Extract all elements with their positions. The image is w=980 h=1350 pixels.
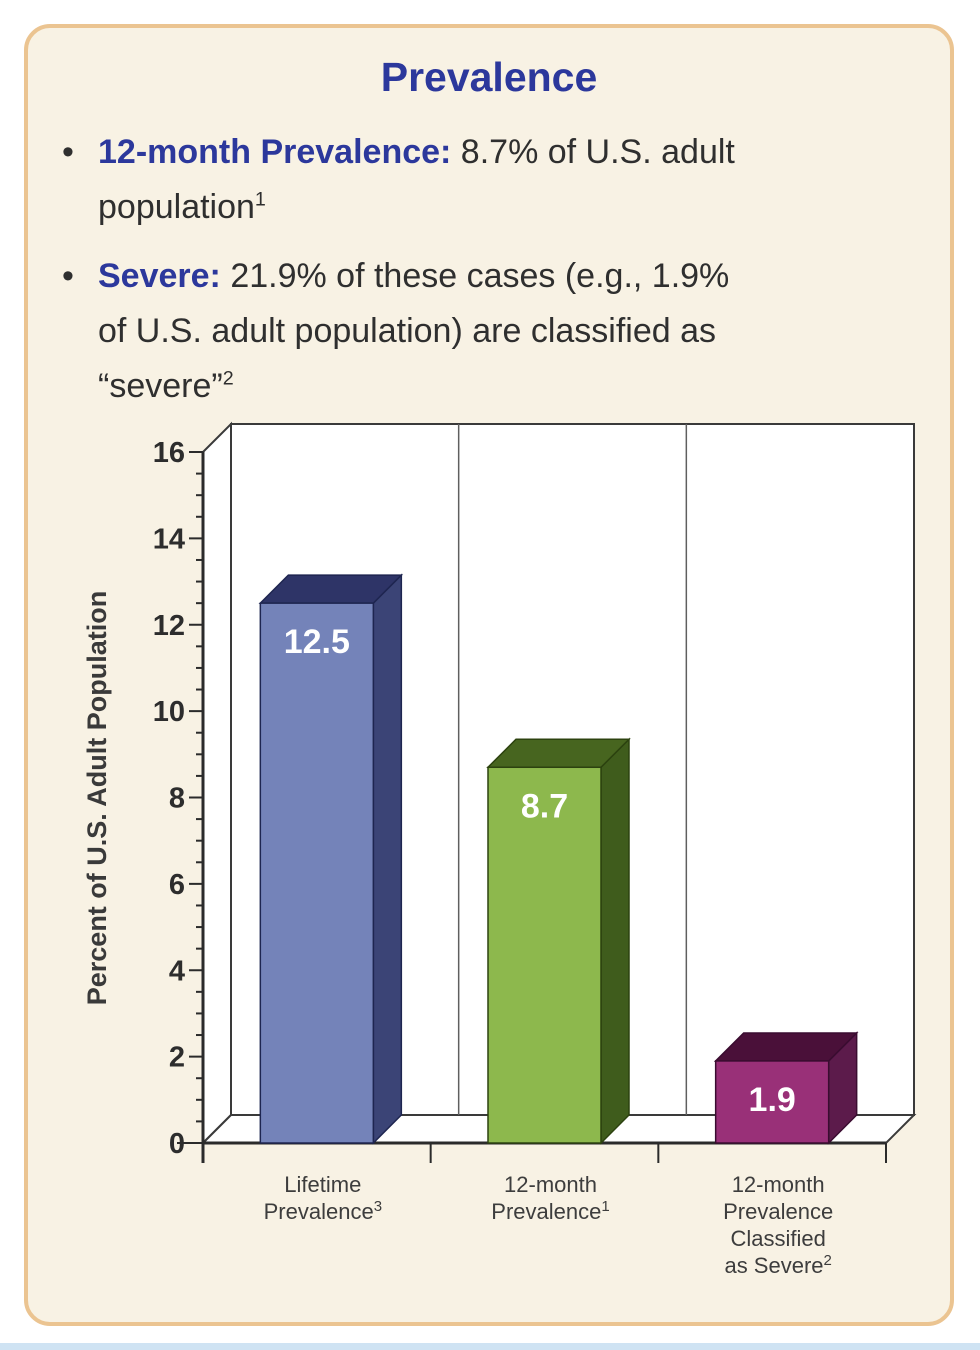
bullet-lead: Severe: <box>98 257 221 295</box>
bullet-text: 21.9% of these cases (e.g., 1.9% <box>220 257 730 295</box>
bar-side-face <box>372 573 403 1145</box>
bar-2: 1.9 <box>713 1031 859 1145</box>
bar-front-face <box>714 1060 830 1144</box>
bullet-item-severe: • Severe: 21.9% of these cases (e.g., 1.… <box>62 249 922 414</box>
bar-1: 8.7 <box>486 737 631 1145</box>
x-category-label-line: as Severe2 <box>724 1252 831 1278</box>
x-category-label-line: Prevalence <box>723 1199 833 1224</box>
bullet-item-12-month-prevalence: • 12-month Prevalence: 8.7% of U.S. adul… <box>62 125 922 235</box>
x-category-label-line: Prevalence3 <box>264 1198 382 1224</box>
y-axis-title: Percent of U.S. Adult Population <box>82 591 112 1006</box>
bullet-lead: 12-month Prevalence: <box>98 133 452 171</box>
bar-front-face <box>487 766 602 1144</box>
bottom-edge-artifact <box>0 1343 980 1350</box>
y-tick-label: 8 <box>169 783 185 815</box>
category-footnote-ref: 3 <box>374 1198 382 1215</box>
category-label-text: Prevalence <box>723 1199 833 1224</box>
page-title: Prevalence <box>380 54 598 100</box>
bullet-text: of U.S. adult population) are classified… <box>98 312 717 350</box>
y-tick-label: 4 <box>169 955 185 987</box>
bullet-list: • 12-month Prevalence: 8.7% of U.S. adul… <box>62 125 922 414</box>
bullet-marker: • <box>62 257 74 295</box>
x-category-label-line: 12-month <box>732 1172 825 1197</box>
bullet-text: 8.7% of U.S. adult <box>451 133 735 171</box>
category-label-text: Classified <box>730 1226 825 1251</box>
x-category-label-line: 12-month <box>504 1172 597 1197</box>
y-tick-label: 10 <box>153 696 185 728</box>
bullet-text: population <box>98 188 255 226</box>
category-footnote-ref: 2 <box>824 1252 832 1269</box>
bullet-marker: • <box>62 133 74 171</box>
x-category-label-line: Classified <box>730 1226 825 1251</box>
category-label-text: Prevalence <box>491 1199 601 1224</box>
bar-side-face <box>600 737 630 1145</box>
bullet-text-block: 12-month Prevalence: 8.7% of U.S. adult p… <box>98 125 735 235</box>
category-label-text: 12-month <box>732 1172 825 1197</box>
footnote-ref: 1 <box>254 188 266 211</box>
y-tick-label: 6 <box>169 869 185 901</box>
category-footnote-ref: 1 <box>601 1198 609 1215</box>
footnote-ref: 2 <box>222 367 234 390</box>
x-category-label-line: Lifetime <box>284 1172 361 1197</box>
y-tick-label: 2 <box>169 1042 185 1074</box>
category-label-text: as Severe <box>724 1253 823 1278</box>
y-tick-label: 14 <box>153 523 185 555</box>
bar-value-label: 1.9 <box>749 1081 796 1119</box>
bar-0: 12.5 <box>258 573 404 1145</box>
x-category-label-line: Prevalence1 <box>491 1198 609 1224</box>
category-label-text: 12-month <box>504 1172 597 1197</box>
prevalence-bar-chart: 024681012141612.58.71.9LifetimePrevalenc… <box>82 421 917 1278</box>
category-label-text: Prevalence <box>264 1199 374 1224</box>
bar-value-label: 8.7 <box>521 787 568 825</box>
y-tick-label: 0 <box>169 1128 185 1160</box>
bullet-text-block: Severe: 21.9% of these cases (e.g., 1.9%… <box>98 249 729 414</box>
bullet-text: “severe” <box>98 367 223 405</box>
y-tick-label: 12 <box>153 610 185 642</box>
y-tick-label: 16 <box>153 437 185 469</box>
bar-value-label: 12.5 <box>284 623 350 661</box>
bar-front-face <box>259 602 375 1144</box>
chart-left-wall <box>202 421 232 1146</box>
category-label-text: Lifetime <box>284 1172 361 1197</box>
